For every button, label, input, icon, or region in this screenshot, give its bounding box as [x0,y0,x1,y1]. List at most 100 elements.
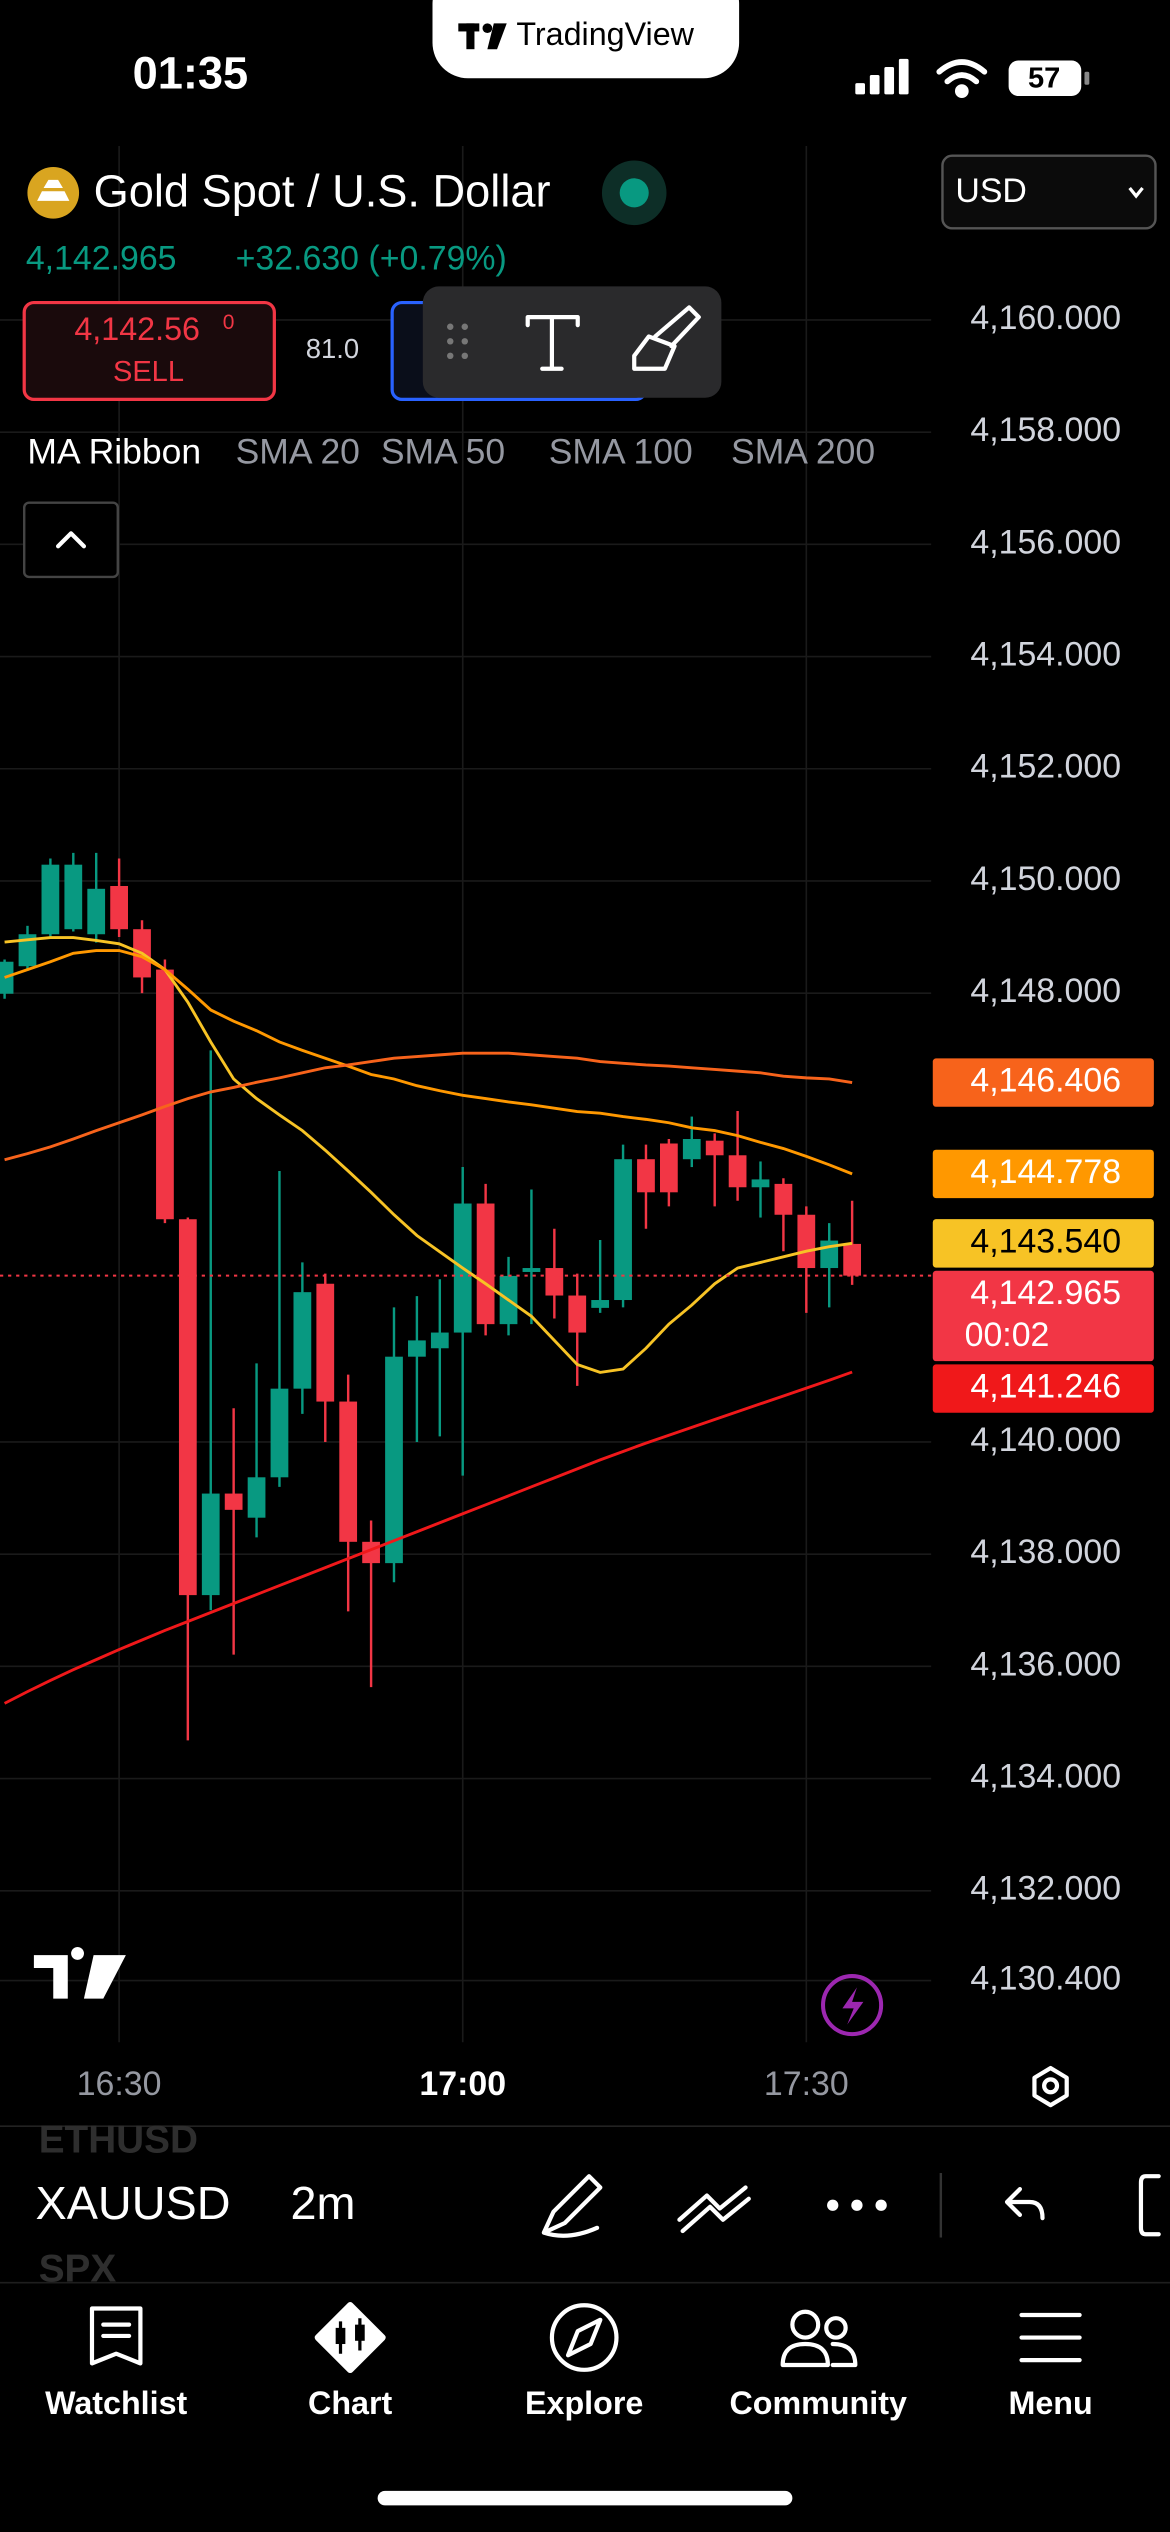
battery-level: 57 [1028,63,1060,95]
price-label [932,1149,1154,1199]
y-tick-label: 4,152.000 [970,748,1121,786]
menu-icon[interactable] [1019,2312,1082,2363]
x-tick-label: 17:30 [764,2065,849,2103]
x-tick-label: 16:30 [77,2065,162,2103]
settings-dot [1042,2077,1060,2095]
community-icon[interactable] [790,2309,821,2340]
wifi-icon [936,59,988,99]
y-tick-label: 4,130.400 [970,1959,1121,1997]
more-tools[interactable] [827,2199,887,2211]
price-change: +32.630 (+0.79%) [236,240,507,278]
candle-body [843,1243,862,1276]
battery-cap [1084,71,1090,85]
clock: 01:35 [133,48,249,99]
price-label [932,1364,1154,1413]
app-pill [432,0,740,79]
candle-body [751,1179,770,1188]
price-label-text: 4,141.246 [970,1368,1121,1406]
candle-body [41,864,60,935]
price-label-text: 4,143.540 [970,1222,1121,1260]
price-axis: 4,160.000 4,158.000 4,156.000 4,154.000 4,15… [77,299,1154,2103]
candle-body [614,1159,632,1301]
fullscreen-button[interactable] [1138,2174,1161,2237]
ma-line [4,949,853,1176]
tab-label[interactable]: Chart [308,2385,393,2421]
y-tick-label: 4,134.000 [970,1758,1121,1796]
text-tool[interactable] [525,314,580,371]
brush-tool[interactable] [632,305,701,371]
collapse-chevron [55,531,87,549]
explore-icon[interactable] [549,2303,619,2372]
candle-body [339,1401,358,1542]
candle-body [705,1140,724,1156]
sell-label: SELL [113,356,184,388]
symbol-name[interactable]: Gold Spot / U.S. Dollar [94,165,551,216]
market-status-dot [619,178,649,208]
y-tick-label: 4,160.000 [970,299,1121,337]
home-indicator [377,2490,793,2506]
gold-bars [37,179,70,201]
signal-icon [855,58,909,95]
tab-label[interactable]: Community [729,2385,907,2421]
last-price: 4,142.965 [26,240,177,278]
y-tick-label: 4,148.000 [970,972,1121,1010]
candle-body [385,1356,403,1564]
y-tick-label: 4,158.000 [970,411,1121,449]
chart-icon-body [335,2327,346,2345]
price-countdown: 00:02 [965,1316,1050,1354]
legend-entry: SMA 50 [381,432,505,472]
candle-body [430,1332,449,1349]
candle-body [522,1268,541,1272]
tv-logo [458,23,507,50]
collapse-button[interactable] [22,501,120,579]
ma-line [4,1051,853,1162]
candle-body [110,885,128,930]
candle-body [545,1268,564,1296]
spread: 81.0 [306,333,359,364]
price-label [932,1058,1154,1107]
draw-tool[interactable] [541,2174,603,2238]
y-tick-label: 4,136.000 [970,1645,1121,1683]
undo-button[interactable] [1004,2186,1045,2221]
candle-body [293,1292,312,1389]
symbol-tab[interactable]: SPX [39,2248,117,2291]
price-label-text: 4,144.778 [970,1153,1121,1191]
battery [1008,60,1082,96]
legend-entry: SMA 100 [549,432,693,472]
candle-body [682,1139,701,1160]
sell-button[interactable] [22,300,276,402]
candle-body [476,1203,495,1325]
chart-icon-body [355,2324,365,2341]
explore-needle [565,2317,603,2358]
drag-handle [447,323,468,360]
indicator-name[interactable]: MA Ribbon [27,432,201,472]
price-label-text: 4,142.965 [970,1274,1121,1312]
candle-body [87,888,106,935]
y-tick-label: 4,138.000 [970,1533,1121,1571]
candle-body [224,1493,243,1510]
sell-price-sup: 0 [223,311,235,334]
symbol-tab[interactable]: ETHUSD [39,2119,198,2162]
candle-body [660,1143,678,1193]
tab-label[interactable]: Watchlist [45,2385,187,2421]
watchlist-icon[interactable] [89,2306,143,2366]
legend-entry: SMA 20 [236,432,360,472]
candle-body [408,1340,426,1357]
settings-icon[interactable] [1032,2065,1069,2108]
candle-body [247,1477,266,1518]
y-tick-label: 4,140.000 [970,1421,1121,1459]
interval[interactable]: 2m [290,2177,355,2229]
candle-body [728,1155,747,1188]
lightning-button[interactable] [821,1974,884,2037]
candle-body [637,1159,655,1193]
line-tool[interactable] [677,2185,751,2234]
watermark [33,1947,126,1999]
chart-icon[interactable] [314,2302,386,2374]
tab-label[interactable]: Menu [1008,2385,1092,2421]
y-tick-label: 4,150.000 [970,860,1121,898]
tab-label[interactable]: Explore [525,2385,643,2421]
currency-chevron [1128,186,1144,199]
currency-select[interactable] [941,154,1157,230]
symbol-tab[interactable]: XAUUSD [36,2177,231,2229]
